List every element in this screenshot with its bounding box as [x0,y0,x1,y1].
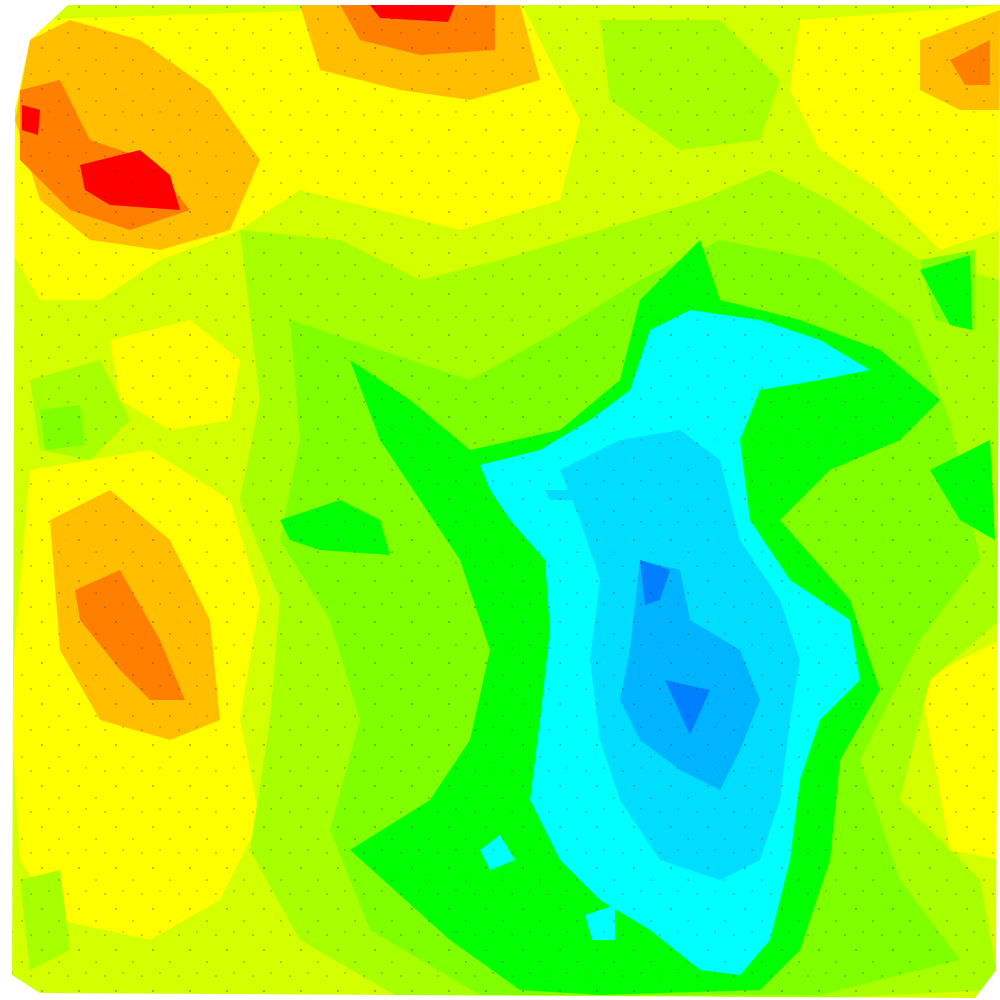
sample-points [12,5,1000,998]
contour-map-canvas [12,5,1000,998]
contour-map [12,5,1000,998]
